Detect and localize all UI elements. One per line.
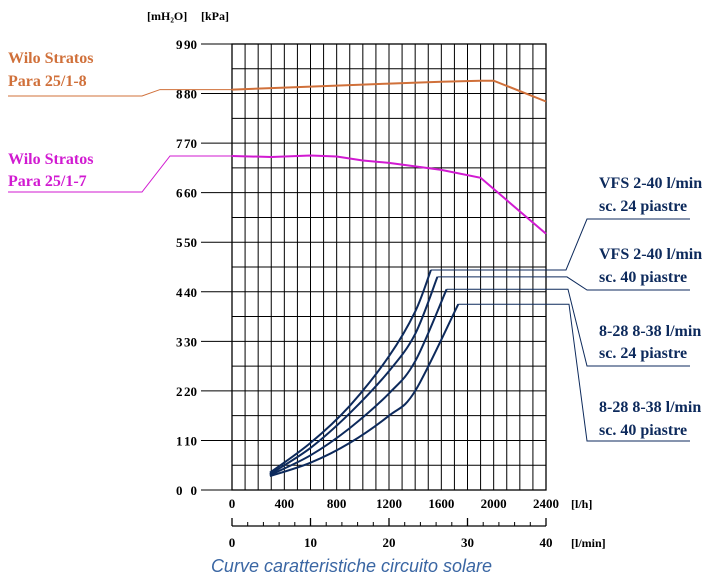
system-leader-line	[446, 288, 690, 367]
y-tick-label-kpa: 50	[184, 235, 197, 250]
y-tick-label-kpa: 60	[184, 186, 197, 201]
x-tick-label-lh: 2400	[533, 496, 559, 511]
pump-label-line: Wilo Stratos	[8, 151, 93, 168]
y-tick-label-m: 1	[176, 433, 183, 448]
y-tick-label-m: 2	[176, 384, 183, 399]
system-curve	[269, 288, 448, 476]
y-tick-label-m: 6	[176, 186, 183, 201]
plot-frame	[231, 43, 547, 491]
y-tick-label-kpa: 80	[184, 87, 197, 102]
x-tick-label-lh: 0	[229, 496, 236, 511]
x2-tick-label-lmin: 10	[304, 535, 317, 550]
y-tick-label-m: 5	[176, 235, 183, 250]
system-leader-line	[437, 276, 690, 291]
system-leader-line	[430, 218, 690, 271]
y-tick-label-m: 0	[176, 483, 183, 498]
system-label: 8-28 8-38 l/min sc. 24 piastre	[446, 288, 701, 367]
y-tick-label-kpa: 70	[184, 136, 197, 151]
pump-curve	[231, 154, 547, 235]
y-tick-label-kpa: 40	[184, 285, 197, 300]
system-label-line: sc. 40 piastre	[599, 422, 687, 439]
system-label-line: 8-28 8-38 l/min	[599, 323, 701, 340]
y-tick-label-kpa: 90	[184, 37, 197, 52]
y-tick-label-kpa: 10	[184, 433, 197, 448]
pump-label: Wilo Stratos Para 25/1-8	[8, 50, 232, 97]
x2-tick-label-lmin: 0	[229, 535, 236, 550]
system-label-line: sc. 24 piastre	[599, 345, 687, 362]
system-label-line: 8-28 8-38 l/min	[599, 399, 701, 416]
y-tick-label-m: 9	[176, 37, 183, 52]
y-tick-label-kpa: 30	[184, 334, 197, 349]
pump-leader-line	[8, 155, 232, 193]
system-leader-line	[458, 303, 690, 442]
system-curve	[269, 269, 432, 474]
system-label: VFS 2-40 l/min sc. 40 piastre	[437, 246, 702, 291]
x-tick-label-lh: 2000	[481, 496, 507, 511]
x-tick-label-lh: 800	[327, 496, 347, 511]
pump-label-line: Para 25/1-7	[8, 173, 87, 190]
chart-caption: Curve caratteristiche circuito solare	[210, 556, 493, 576]
system-label-line: VFS 2-40 l/min	[599, 175, 702, 192]
y-tick-label-m: 7	[176, 136, 183, 151]
system-label: 8-28 8-38 l/min sc. 40 piastre	[458, 303, 701, 442]
pump-label: Wilo Stratos Para 25/1-7	[8, 151, 232, 193]
x-tick-label-lh: 1200	[376, 496, 402, 511]
system-label-line: sc. 40 piastre	[599, 269, 687, 286]
x-axis-unit-lh: [l/h]	[571, 497, 592, 511]
system-curve	[269, 276, 439, 475]
pump-label-line: Wilo Stratos	[8, 50, 93, 67]
pump-curve	[231, 79, 547, 103]
y-axis-unit-kpa: [kPa]	[201, 9, 229, 23]
x2-tick-label-lmin: 20	[383, 535, 396, 550]
series-labels: Wilo Stratos Para 25/1-8 Wilo Stratos Para …	[8, 50, 702, 442]
y-tick-label-m: 8	[176, 87, 183, 102]
x-tick-label-lh: 1600	[428, 496, 454, 511]
x-tick-label-lh: 400	[275, 496, 295, 511]
y-tick-label-kpa: 20	[184, 384, 197, 399]
y-axis-unit-m: [mH₂O]	[147, 9, 187, 23]
system-label-line: VFS 2-40 l/min	[599, 246, 702, 263]
curves	[231, 79, 547, 478]
y-tick-label-m: 3	[176, 334, 183, 349]
pump-label-line: Para 25/1-8	[8, 73, 87, 90]
system-label: VFS 2-40 l/min sc. 24 piastre	[430, 175, 702, 271]
pump-leader-line	[8, 89, 232, 97]
y-tick-label-m: 4	[176, 285, 183, 300]
x2-tick-label-lmin: 30	[461, 535, 474, 550]
x2-axis-unit-lmin: [l/min]	[571, 536, 606, 550]
grid	[231, 43, 547, 491]
system-label-line: sc. 24 piastre	[599, 198, 687, 215]
y-tick-label-kpa: 0	[191, 483, 198, 498]
x2-tick-label-lmin: 40	[540, 535, 553, 550]
system-curve	[269, 303, 460, 478]
